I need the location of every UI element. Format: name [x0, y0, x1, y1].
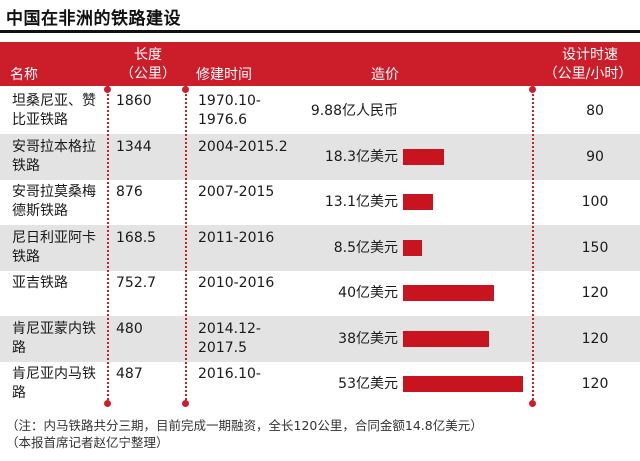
- cell-speed: 150: [581, 239, 609, 256]
- header-length-line1: 长度: [134, 47, 162, 63]
- cell-period: 2007-2015: [198, 184, 275, 200]
- cell-cost: 40亿美元: [338, 285, 398, 301]
- cell-cost: 18.3亿美元: [324, 148, 398, 165]
- footnote: （注：内马铁路共分三期，目前完成一期融资，全长120公里，合同金额14.8亿美元…: [6, 418, 483, 433]
- table-row: 肯尼亚蒙内铁路 480 2014.12-2017.5 38亿美元 120: [0, 315, 640, 362]
- cell-cost: 9.88亿人民币: [310, 103, 398, 119]
- credit-note: （本报首席记者赵亿宁整理）: [6, 435, 169, 450]
- cell-length: 876: [116, 184, 143, 200]
- cell-cost: 8.5亿美元: [333, 239, 398, 256]
- cell-speed: 120: [581, 285, 609, 301]
- cost-bar: [403, 194, 433, 210]
- cell-speed: 120: [581, 376, 609, 392]
- header-speed-line2: （公里/小时）: [543, 66, 633, 82]
- column-divider-3: [532, 42, 534, 404]
- cost-bar: [403, 330, 489, 347]
- cost-bar: [403, 148, 444, 165]
- cell-period: 1970.10-1976.6: [198, 93, 261, 128]
- cell-period: 2014.12-2017.5: [198, 320, 261, 356]
- table-row: 亚吉铁路 752.7 2010-2016 40亿美元 120: [0, 270, 640, 316]
- table-row: 安哥拉莫桑梅德斯铁路 876 2007-2015 13.1亿美元 100: [0, 179, 640, 225]
- table-row: 肯尼亚内马铁路 487 2016.10- 53亿美元 120: [0, 361, 640, 407]
- cost-bar: [403, 239, 422, 256]
- cell-period: 2010-2016: [198, 275, 275, 291]
- cell-length: 480: [116, 320, 143, 337]
- column-divider-1: [107, 42, 109, 404]
- table-header: 名称 长度 （公里） 修建时间 造价 设计时速 （公里/小时）: [0, 42, 640, 86]
- cell-speed: 120: [581, 330, 609, 347]
- header-cost: 造价: [371, 67, 399, 83]
- table-row: 尼日利亚阿卡铁路 168.5 2011-2016 8.5亿美元 150: [0, 224, 640, 271]
- cell-cost: 53亿美元: [338, 376, 398, 392]
- cell-length: 1344: [116, 138, 152, 155]
- cell-name: 安哥拉本格拉铁路: [12, 138, 96, 174]
- divider-dot-top-3: [529, 86, 536, 93]
- cell-length: 487: [116, 366, 143, 382]
- cell-length: 168.5: [116, 229, 157, 246]
- cell-name: 肯尼亚内马铁路: [12, 366, 96, 401]
- table-row: 坦桑尼亚、赞比亚铁路 1860 1970.10-1976.6 9.88亿人民币 80: [0, 88, 640, 134]
- cell-speed: 80: [586, 103, 604, 119]
- cell-cost: 38亿美元: [338, 330, 398, 347]
- cell-name: 肯尼亚蒙内铁路: [12, 320, 96, 356]
- header-speed-line1: 设计时速: [562, 47, 618, 63]
- cell-name: 安哥拉莫桑梅德斯铁路: [12, 184, 96, 219]
- cost-bar: [403, 285, 494, 301]
- divider-dot-top-1: [104, 86, 111, 93]
- header-name: 名称: [10, 67, 38, 83]
- cell-cost: 13.1亿美元: [324, 194, 398, 210]
- cell-name: 坦桑尼亚、赞比亚铁路: [12, 93, 96, 128]
- divider-dot-bottom-3: [529, 400, 536, 407]
- divider-dot-bottom-1: [104, 400, 111, 407]
- cell-speed: 100: [581, 194, 609, 210]
- cell-length: 1860: [116, 93, 152, 109]
- cell-name: 亚吉铁路: [12, 275, 68, 291]
- cell-length: 752.7: [116, 275, 157, 291]
- header-period: 修建时间: [196, 67, 252, 83]
- cell-name: 尼日利亚阿卡铁路: [12, 229, 96, 265]
- divider-dot-top-2: [182, 86, 189, 93]
- cell-speed: 90: [586, 148, 604, 165]
- column-divider-2: [185, 42, 187, 404]
- cell-period: 2016.10-: [198, 366, 261, 382]
- table-row: 安哥拉本格拉铁路 1344 2004-2015.2 18.3亿美元 90: [0, 133, 640, 180]
- cost-bar: [403, 376, 523, 392]
- cell-period: 2004-2015.2: [198, 138, 288, 155]
- page-title: 中国在非洲的铁路建设: [6, 9, 181, 29]
- title-rule: [0, 30, 640, 33]
- divider-dot-bottom-2: [182, 400, 189, 407]
- cell-period: 2011-2016: [198, 229, 275, 246]
- header-length-line2: （公里）: [120, 66, 176, 82]
